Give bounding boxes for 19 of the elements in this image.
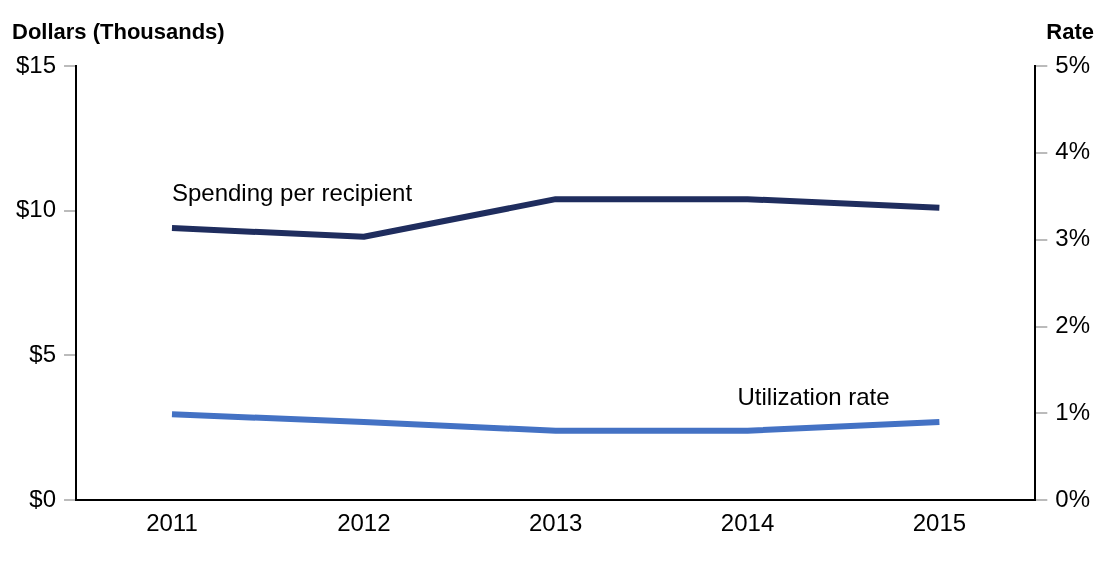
x-tick-label: 2013 [528, 509, 583, 537]
y2-axis-title: Rate [1046, 19, 1094, 45]
y2-tick-label: 3% [1055, 224, 1090, 252]
y2-tick-label: 5% [1055, 50, 1090, 78]
series-label: Utilization rate [737, 383, 890, 411]
x-tick-label: 2012 [337, 509, 391, 537]
x-tick-label: 2015 [912, 509, 967, 537]
x-tick-label: 2014 [720, 509, 775, 537]
y2-tick-label: 0% [1055, 484, 1090, 512]
y-tick-label: $15 [16, 50, 57, 78]
x-tick-label: 2011 [146, 509, 198, 537]
y-tick-label: $10 [16, 195, 57, 223]
y2-tick-label: 1% [1055, 397, 1090, 425]
y-tick-label: $5 [29, 340, 57, 368]
y-tick-label: $0 [29, 484, 57, 512]
y2-tick-label: 2% [1055, 311, 1090, 339]
y-axis-title: Dollars (Thousands) [12, 19, 225, 45]
y2-tick-label: 4% [1055, 137, 1090, 165]
series-label: Spending per recipient [171, 178, 413, 206]
